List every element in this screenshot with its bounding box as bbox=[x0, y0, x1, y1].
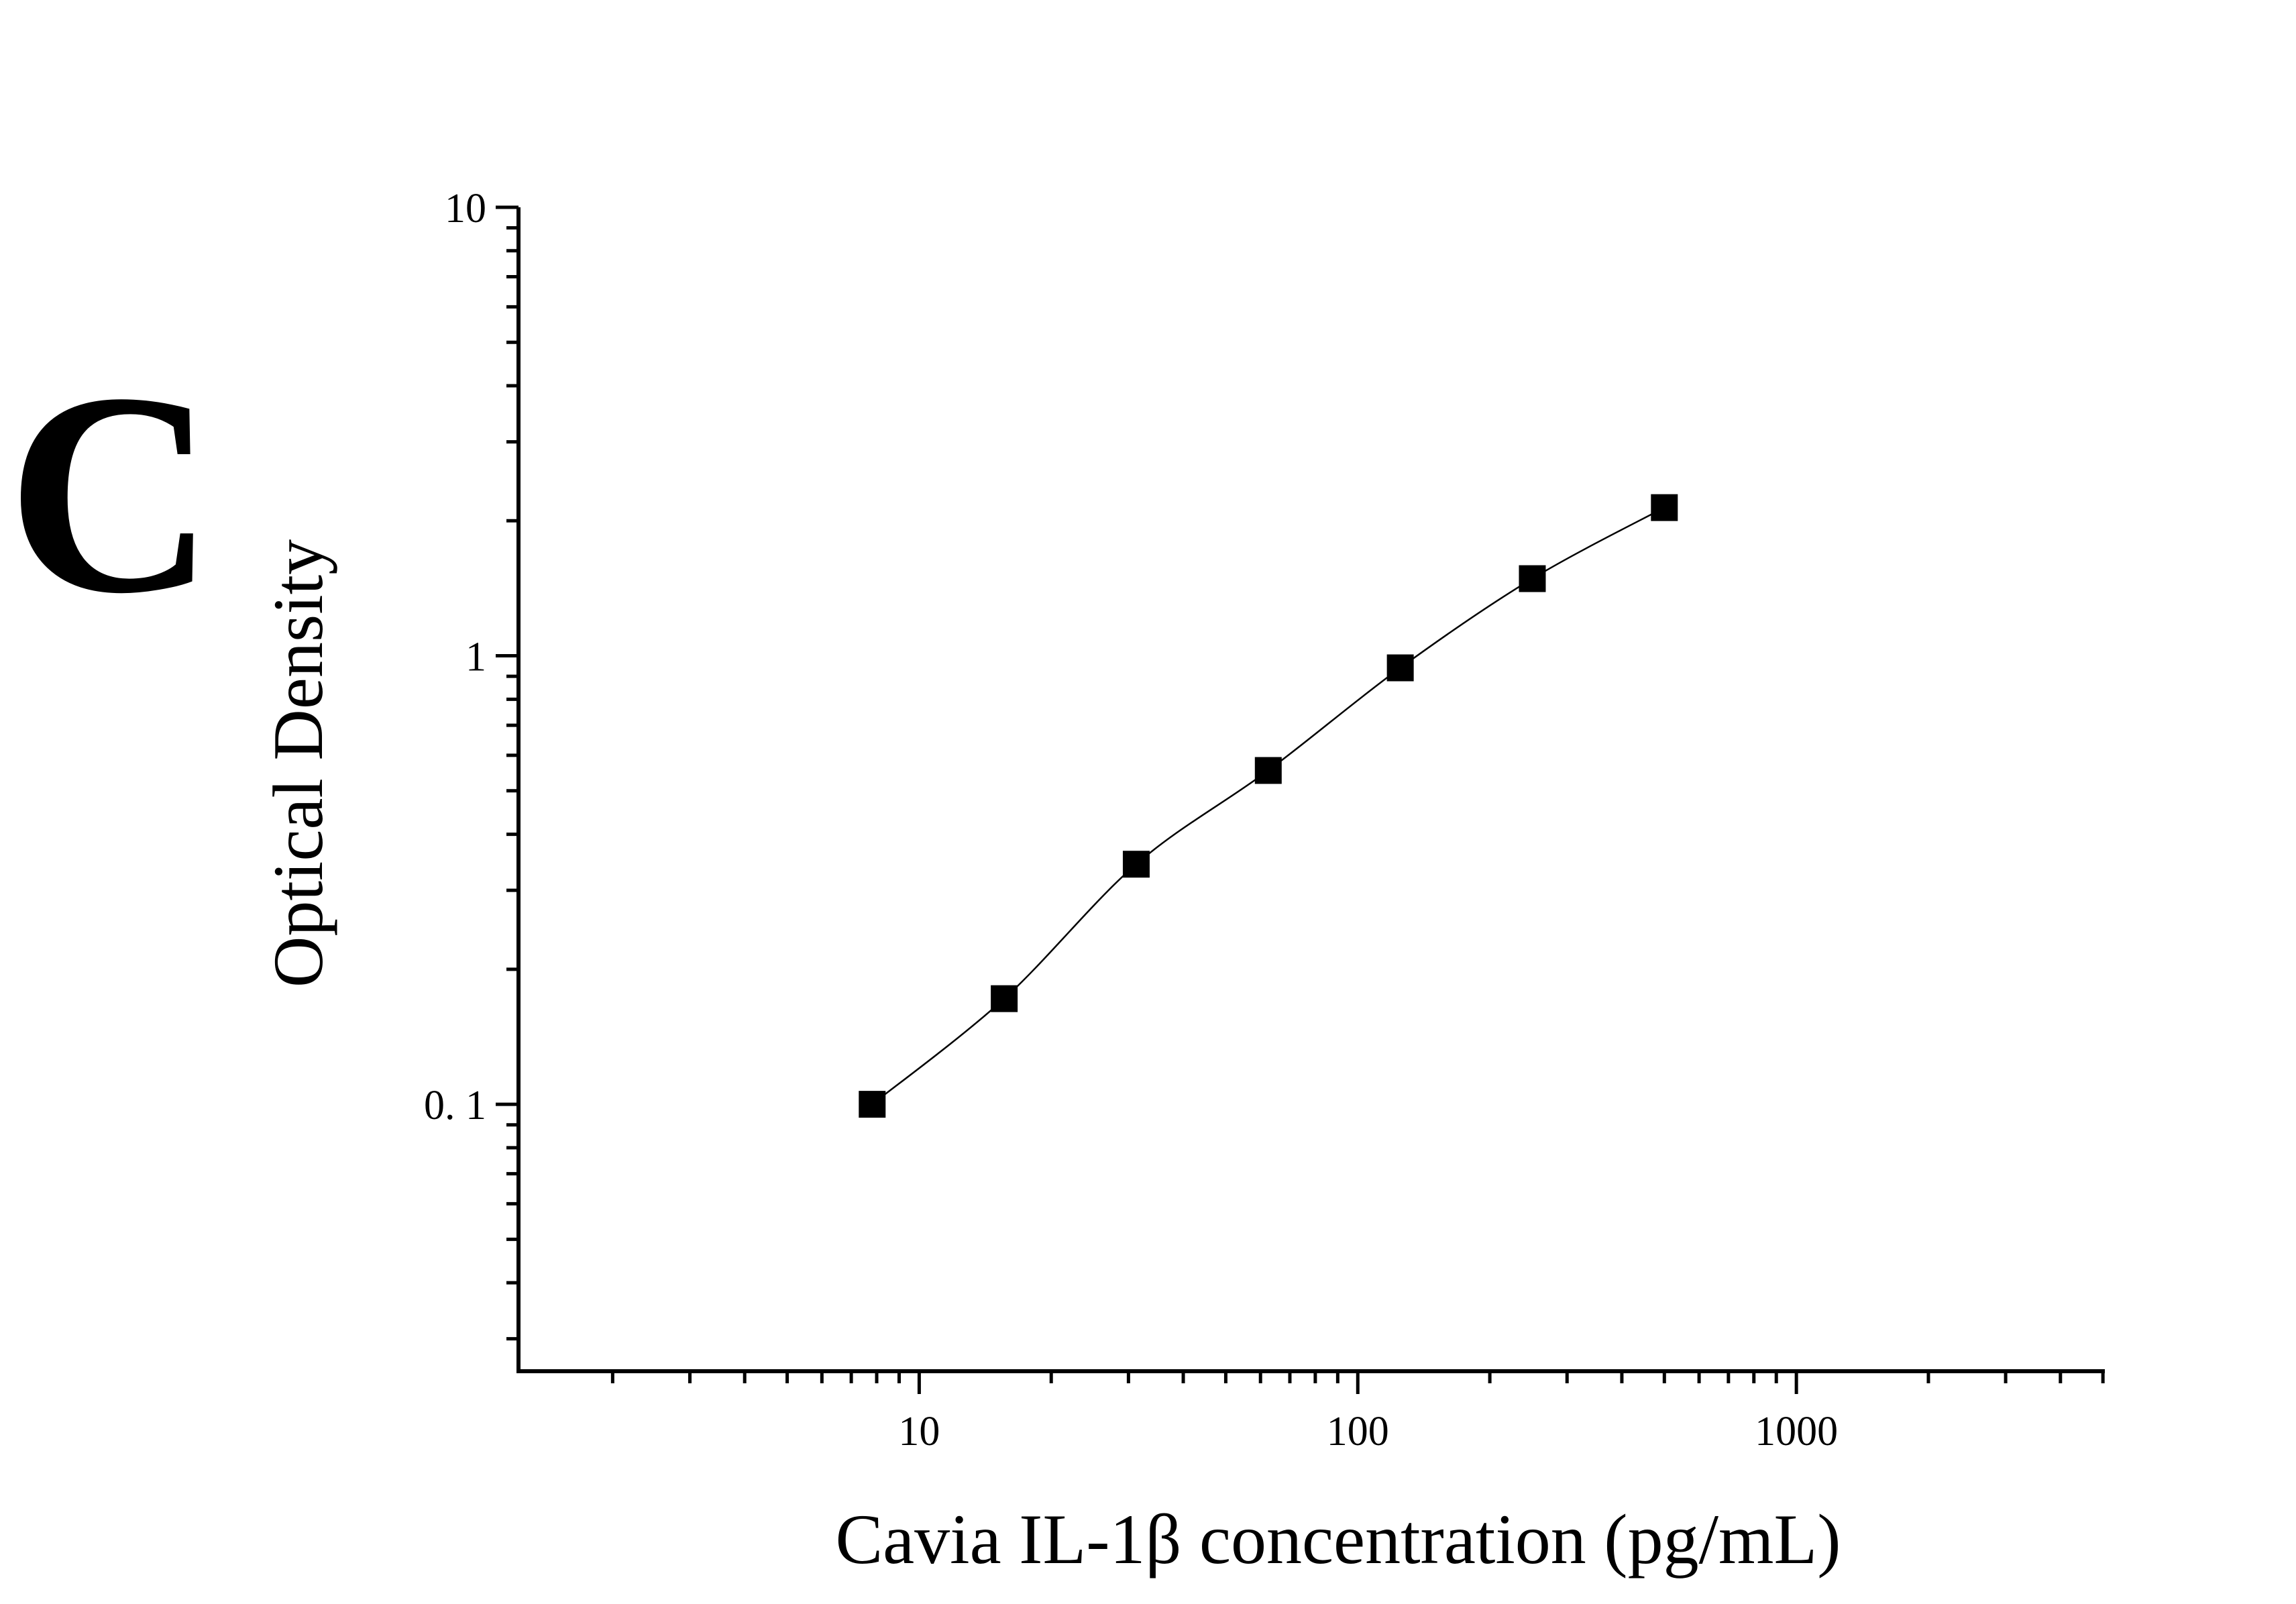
point bbox=[1254, 757, 1282, 784]
y-axis-title: Optical Density bbox=[259, 539, 337, 987]
x-tick-label: 1000 bbox=[1755, 1409, 1838, 1454]
y-tick-label: 1 bbox=[466, 635, 486, 680]
x-axis-title: Cavia IL-1β concentration (pg/mL) bbox=[835, 1500, 1841, 1579]
point bbox=[1651, 494, 1678, 521]
x-tick-label: 10 bbox=[898, 1409, 940, 1454]
y-tick-label: 10 bbox=[445, 186, 486, 231]
point bbox=[859, 1091, 886, 1118]
fit-curve bbox=[871, 506, 1665, 1106]
panel-label: C bbox=[7, 334, 215, 653]
point bbox=[1122, 851, 1150, 878]
x-tick-label: 100 bbox=[1327, 1409, 1389, 1454]
point bbox=[1386, 654, 1414, 682]
y-tick-label: 0. 1 bbox=[424, 1083, 486, 1128]
point bbox=[1519, 565, 1546, 592]
point bbox=[991, 985, 1018, 1012]
